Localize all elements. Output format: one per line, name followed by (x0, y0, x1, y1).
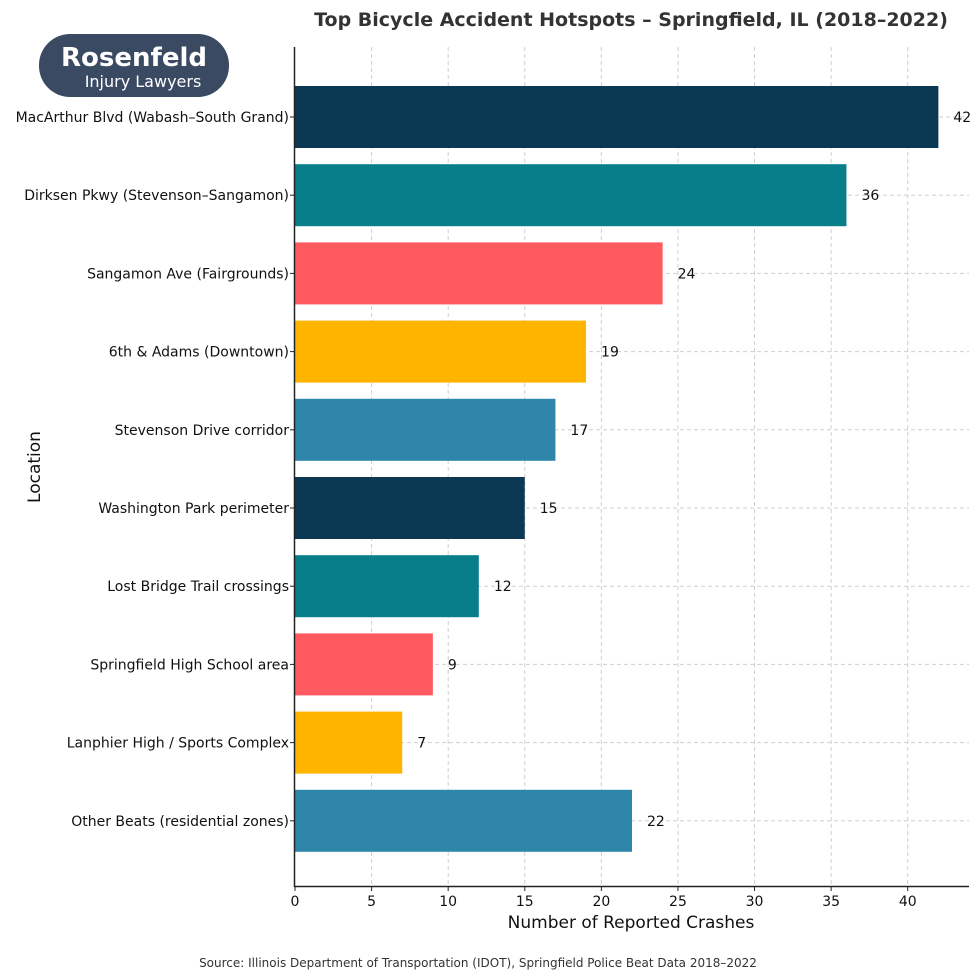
x-tick-label: 15 (516, 894, 534, 910)
bar (295, 320, 587, 383)
category-label: MacArthur Blvd (Wabash–South Grand) (16, 110, 289, 126)
category-label: Washington Park perimeter (98, 501, 289, 517)
x-tick-labels: 0 5 10 15 20 25 30 35 40 (291, 886, 917, 910)
logo-badge (39, 34, 229, 97)
category-label: Stevenson Drive corridor (115, 423, 290, 439)
category-label: Lost Bridge Trail crossings (107, 579, 289, 595)
bars (295, 86, 939, 852)
bar (295, 86, 939, 148)
x-tick-label: 0 (291, 894, 300, 910)
chart-title: Top Bicycle Accident Hotspots – Springfi… (314, 9, 948, 31)
category-label: Springfield High School area (90, 657, 289, 673)
x-tick-label: 25 (669, 894, 687, 910)
value-label: 19 (601, 345, 619, 361)
x-tick-label: 5 (367, 894, 376, 910)
bar (295, 398, 556, 461)
value-labels: 42 36 24 19 17 15 12 9 7 22 (417, 110, 971, 830)
x-axis-title: Number of Reported Crashes (508, 913, 755, 933)
category-label: Lanphier High / Sports Complex (67, 736, 289, 752)
bar (295, 242, 663, 305)
source-note: Source: Illinois Department of Transport… (199, 956, 757, 970)
x-tick-label: 35 (822, 894, 840, 910)
value-label: 7 (417, 736, 426, 752)
value-label: 24 (678, 266, 696, 282)
logo-name: Rosenfeld (61, 43, 207, 73)
value-label: 9 (448, 657, 457, 673)
bar (295, 711, 403, 774)
value-label: 12 (494, 579, 512, 595)
x-tick-label: 40 (899, 894, 917, 910)
x-tick-label: 30 (746, 894, 764, 910)
logo-subtitle: Injury Lawyers (85, 72, 202, 91)
bar (295, 789, 632, 852)
value-label: 17 (570, 423, 588, 439)
category-label: Dirksen Pkwy (Stevenson–Sangamon) (24, 188, 289, 204)
x-tick-label: 20 (592, 894, 610, 910)
bar (295, 477, 525, 539)
category-label: Other Beats (residential zones) (71, 814, 289, 830)
y-axis-title: Location (25, 431, 45, 503)
bar (295, 555, 479, 618)
value-label: 22 (647, 814, 665, 830)
company-logo: Rosenfeld Injury Lawyers (39, 34, 229, 97)
x-tick-label: 10 (439, 894, 457, 910)
category-labels: MacArthur Blvd (Wabash–South Grand) Dirks… (16, 110, 295, 830)
bar (295, 164, 847, 227)
value-label: 15 (540, 501, 558, 517)
category-label: 6th & Adams (Downtown) (109, 345, 289, 361)
value-label: 42 (953, 110, 971, 126)
category-label: Sangamon Ave (Fairgrounds) (87, 266, 289, 282)
value-label: 36 (861, 188, 879, 204)
bar (295, 633, 433, 696)
